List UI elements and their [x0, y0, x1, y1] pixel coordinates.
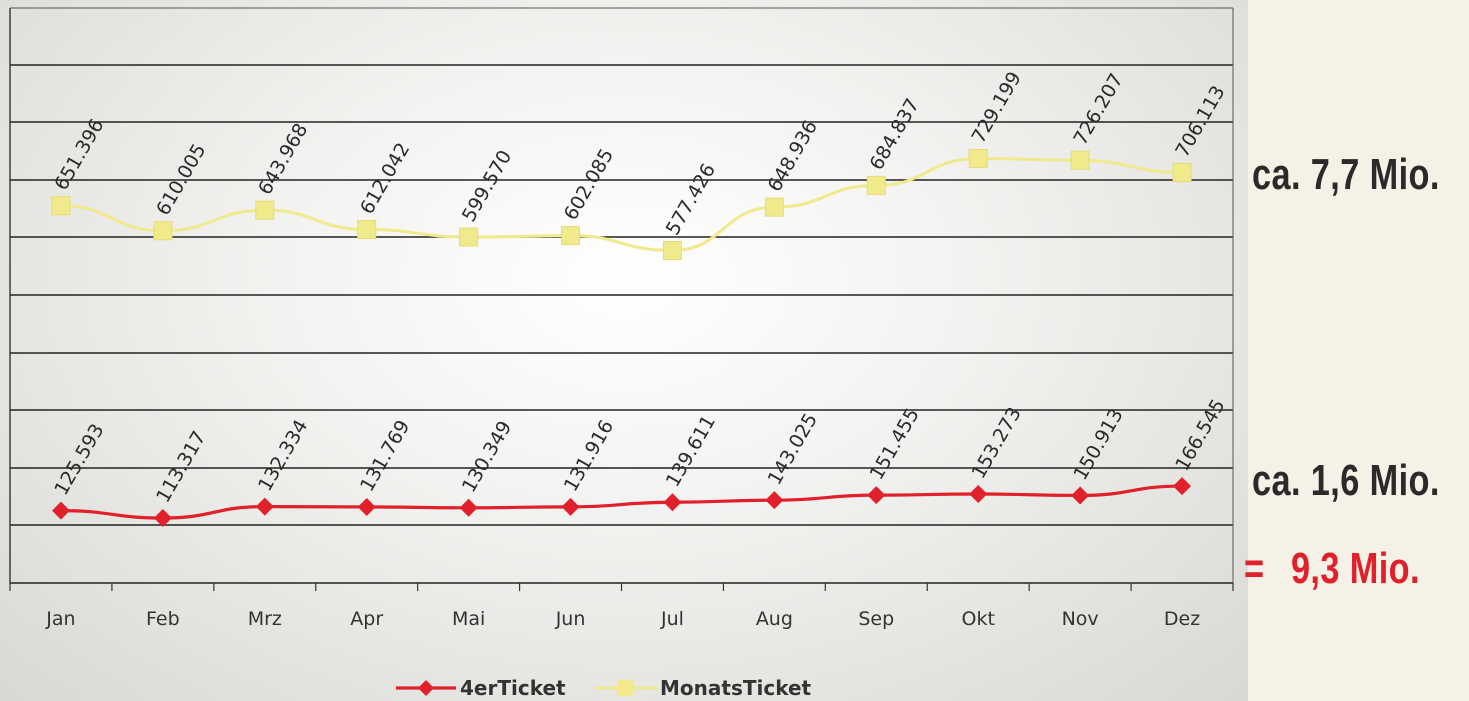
data-label: 131.769	[356, 416, 414, 495]
x-tick-label: Nov	[1062, 608, 1099, 630]
data-label: 113.317	[152, 427, 210, 506]
chart-panel: Jan Feb Mrz Apr Mai Jun Jul Aug Sep Okt Nov Dez 651…	[0, 0, 1248, 701]
data-point-monatsticket	[153, 221, 173, 241]
x-tick-label: Jul	[660, 608, 684, 630]
data-point-monatsticket	[1172, 163, 1192, 183]
x-tick-label: Jun	[555, 608, 586, 630]
data-point-monatsticket	[662, 240, 682, 260]
legend-marker-monatsticket	[617, 680, 633, 696]
data-label: 602.085	[560, 145, 618, 224]
data-point-4erticket	[969, 485, 988, 504]
series-layer	[51, 149, 1192, 528]
data-point-monatsticket	[764, 197, 784, 217]
data-point-4erticket	[459, 498, 478, 517]
data-label: 166.545	[1171, 396, 1229, 475]
data-label: 729.199	[967, 68, 1025, 147]
data-point-4erticket	[357, 497, 376, 516]
4erticket-total-annotation: ca. 1,6 Mio.	[1252, 456, 1440, 505]
data-label: 139.611	[662, 412, 720, 491]
data-point-4erticket	[255, 497, 274, 516]
x-axis: Jan Feb Mrz Apr Mai Jun Jul Aug Sep Okt Nov Dez	[9, 583, 1234, 630]
legend: 4erTicket MonatsTicket	[396, 676, 812, 700]
data-label: 726.207	[1069, 70, 1127, 149]
data-label: 643.968	[254, 120, 312, 199]
data-point-monatsticket	[51, 196, 71, 216]
data-label: 130.349	[458, 417, 516, 496]
data-point-monatsticket	[561, 226, 581, 246]
data-point-monatsticket	[357, 220, 377, 240]
grand-total-value: 9,3 Mio.	[1290, 544, 1420, 593]
x-tick-label: Feb	[146, 608, 180, 630]
equals-sign: =	[1244, 544, 1265, 593]
data-label: 125.593	[50, 420, 108, 499]
data-label: 150.913	[1069, 405, 1127, 484]
data-point-monatsticket	[1070, 150, 1090, 170]
data-point-4erticket	[1173, 477, 1192, 496]
legend-label-4erticket: 4erTicket	[460, 676, 566, 700]
data-label: 132.334	[254, 416, 312, 495]
data-point-4erticket	[663, 493, 682, 512]
legend-label-monatsticket: MonatsTicket	[660, 676, 812, 700]
x-tick-label: Jan	[45, 608, 75, 630]
data-point-monatsticket	[866, 175, 886, 195]
legend-marker-4erticket	[418, 680, 434, 696]
data-label: 131.916	[560, 416, 618, 495]
data-point-4erticket	[867, 486, 886, 505]
data-point-4erticket	[51, 501, 70, 520]
x-tick-label: Aug	[756, 608, 793, 630]
x-tick-label: Mrz	[248, 608, 282, 630]
data-point-4erticket	[765, 491, 784, 510]
data-label: 599.570	[458, 147, 516, 226]
data-point-monatsticket	[255, 200, 275, 220]
data-point-monatsticket	[459, 227, 479, 247]
series-line-4erticket	[60, 484, 1183, 520]
data-point-4erticket	[1071, 486, 1090, 505]
monatsticket-total-annotation: ca. 7,7 Mio.	[1252, 150, 1440, 199]
x-tick-label: Mai	[452, 608, 485, 630]
data-point-4erticket	[153, 509, 172, 528]
x-tick-label: Sep	[858, 608, 894, 630]
data-label: 151.455	[866, 405, 924, 484]
x-tick-label: Dez	[1164, 608, 1200, 630]
data-label: 684.837	[866, 95, 924, 174]
data-label: 612.042	[356, 139, 414, 218]
grand-total-annotation: = 9,3 Mio.	[1244, 544, 1420, 594]
data-label: 577.426	[662, 160, 720, 239]
data-point-4erticket	[561, 497, 580, 516]
data-label: 143.025	[764, 410, 822, 489]
data-label: 651.396	[50, 115, 108, 194]
data-point-monatsticket	[968, 149, 988, 169]
x-tick-label: Okt	[961, 608, 994, 630]
data-label: 648.936	[764, 117, 822, 196]
data-label: 153.273	[967, 403, 1025, 482]
x-tick-label: Apr	[350, 608, 383, 630]
data-labels: 651.396 610.005 643.968 612.042 599.570 602.0…	[50, 68, 1229, 507]
line-chart: Jan Feb Mrz Apr Mai Jun Jul Aug Sep Okt Nov Dez 651…	[9, 7, 1234, 700]
